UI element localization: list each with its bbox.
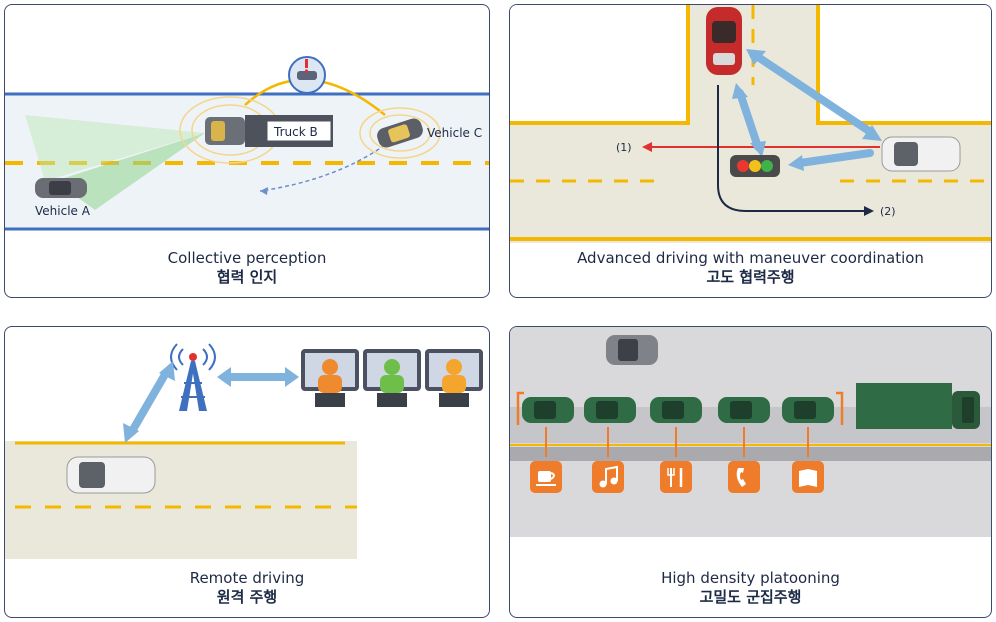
caption-korean: 고도 협력주행 [706,268,795,286]
remote-driving-scene [5,343,483,559]
car-icon [377,118,423,148]
path-2-arrowhead [864,206,874,216]
path-2-line [717,85,868,212]
service-connectors [545,427,809,457]
panel-collective-perception: Truck B Vehicle C Vehicle A Collective p… [4,4,490,298]
car-icon [650,397,702,423]
truck-icon [205,115,333,147]
v2x-arrowheads [732,49,882,171]
path-2-label: (2) [880,205,896,218]
operator-monitor-icon [363,349,421,407]
alert-bubble-icon [288,56,326,94]
car-icon [718,397,770,423]
road-surface [5,441,357,559]
antenna-tower-icon [170,343,216,411]
panel-maneuver-coordination: (1) (2) Advanced driving with maneuver c… [509,4,992,298]
caption-english: Advanced driving with maneuver coordinat… [577,249,924,267]
platooning-scene [510,327,991,537]
vehicle-a-label: Vehicle A [35,204,91,218]
coffee-icon [530,461,562,493]
caption-english: High density platooning [661,569,840,587]
curb-right [816,5,991,125]
panel-caption: Collective perception 협력 인지 [5,249,489,287]
car-icon [706,7,742,75]
caption-korean: 원격 주행 [216,588,278,606]
traffic-light-icon [730,155,780,177]
remote-link-arrowheads [123,361,299,443]
caption-korean: 협력 인지 [216,268,278,286]
car-icon [782,397,834,423]
panel-remote-driving: Remote driving 원격 주행 [4,326,490,618]
car-icon [584,397,636,423]
remote-link-arrows [127,368,287,436]
truck-icon [856,383,980,429]
music-icon [592,461,624,493]
sensor-cone [55,133,205,210]
car-icon [35,178,87,198]
maneuver-coordination-scene: (1) (2) [510,5,991,245]
panel-platooning: High density platooning 고밀도 군집주행 [509,326,992,618]
book-icon [792,461,824,493]
v2x-link-arrows [736,51,876,167]
road-shoulder [510,447,991,461]
path-1-arrowhead [642,142,652,152]
phone-icon [728,461,760,493]
panel-caption: Advanced driving with maneuver coordinat… [510,249,991,287]
caption-english: Collective perception [167,249,327,267]
vehicle-c-label: Vehicle C [427,126,482,140]
collective-perception-scene: Truck B Vehicle C Vehicle A [5,56,489,231]
trajectory-arrowhead [260,187,268,195]
vehicle-c-trajectory [259,144,386,192]
panel-caption: Remote driving 원격 주행 [5,569,489,607]
car-icon [66,456,156,494]
vehicle-c-rings [359,107,441,159]
car-icon [522,397,574,423]
platoon-bracket [516,391,844,425]
car-icon [881,136,961,172]
panel-caption: High density platooning 고밀도 군집주행 [510,569,991,607]
operator-monitor-icon [301,349,359,407]
dining-icon [660,461,692,493]
caption-english: Remote driving [189,569,305,587]
operator-monitor-icon [425,349,483,407]
car-icon [606,335,658,365]
sensor-cone-2 [25,115,205,181]
truck-b-label: Truck B [273,125,318,139]
caption-korean: 고밀도 군집주행 [699,588,802,606]
curb-left [510,5,690,125]
path-1-label: (1) [616,141,632,154]
